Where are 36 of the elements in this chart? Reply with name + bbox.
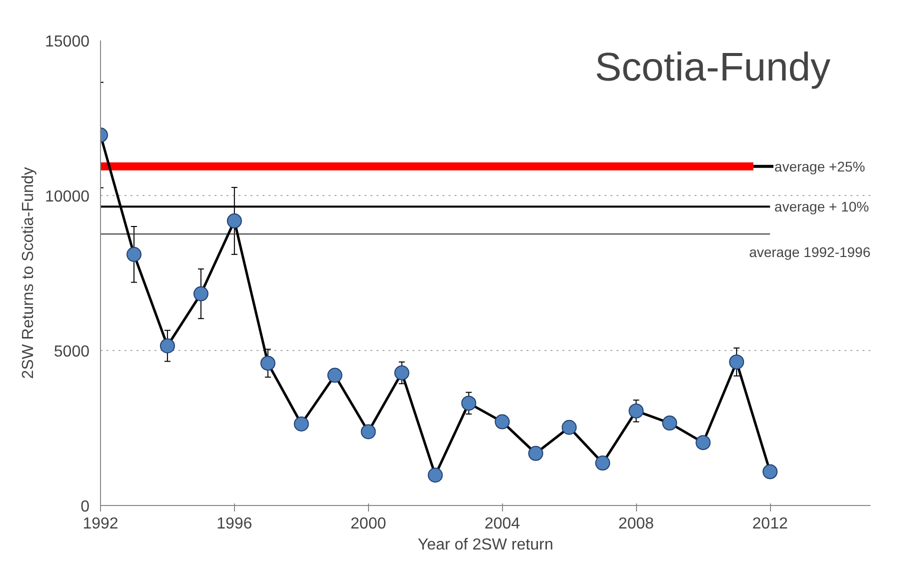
y-axis-title: 2SW Returns to Scotia-Fundy (20, 167, 38, 379)
point (562, 420, 577, 435)
point (461, 396, 476, 411)
point (662, 416, 678, 431)
y-tick-label: 15000 (45, 34, 90, 50)
x-tick-label: 1992 (82, 516, 118, 532)
x-axis-title: Year of 2SW return (418, 536, 554, 554)
ref-line-label: average 1992-1996 (749, 244, 871, 260)
ref-line-label: average + 10% (774, 198, 869, 215)
ref-line-label: average +25% (774, 158, 866, 174)
x-tick-label: 1996 (216, 516, 252, 532)
point (360, 424, 376, 440)
point (729, 354, 744, 370)
point (696, 435, 711, 450)
point (226, 213, 242, 228)
point (260, 356, 276, 371)
point (595, 456, 610, 471)
x-tick-label: 2004 (484, 516, 520, 532)
point (394, 365, 410, 380)
x-tick-label: 2012 (752, 516, 788, 532)
point (294, 416, 309, 432)
point (494, 414, 510, 430)
chart-title: Scotia-Fundy (594, 46, 831, 90)
point (327, 368, 342, 383)
y-tick-label: 10000 (45, 188, 90, 206)
point (628, 403, 644, 418)
x-tick-label: 2000 (350, 516, 386, 532)
y-tick-label: 5000 (54, 344, 90, 360)
point (193, 286, 208, 302)
point (428, 468, 443, 483)
y-tick-label: 0 (80, 498, 90, 516)
point (160, 338, 175, 354)
point (528, 446, 544, 461)
x-tick-label: 2008 (618, 516, 654, 532)
point (762, 464, 778, 480)
point (126, 246, 142, 262)
